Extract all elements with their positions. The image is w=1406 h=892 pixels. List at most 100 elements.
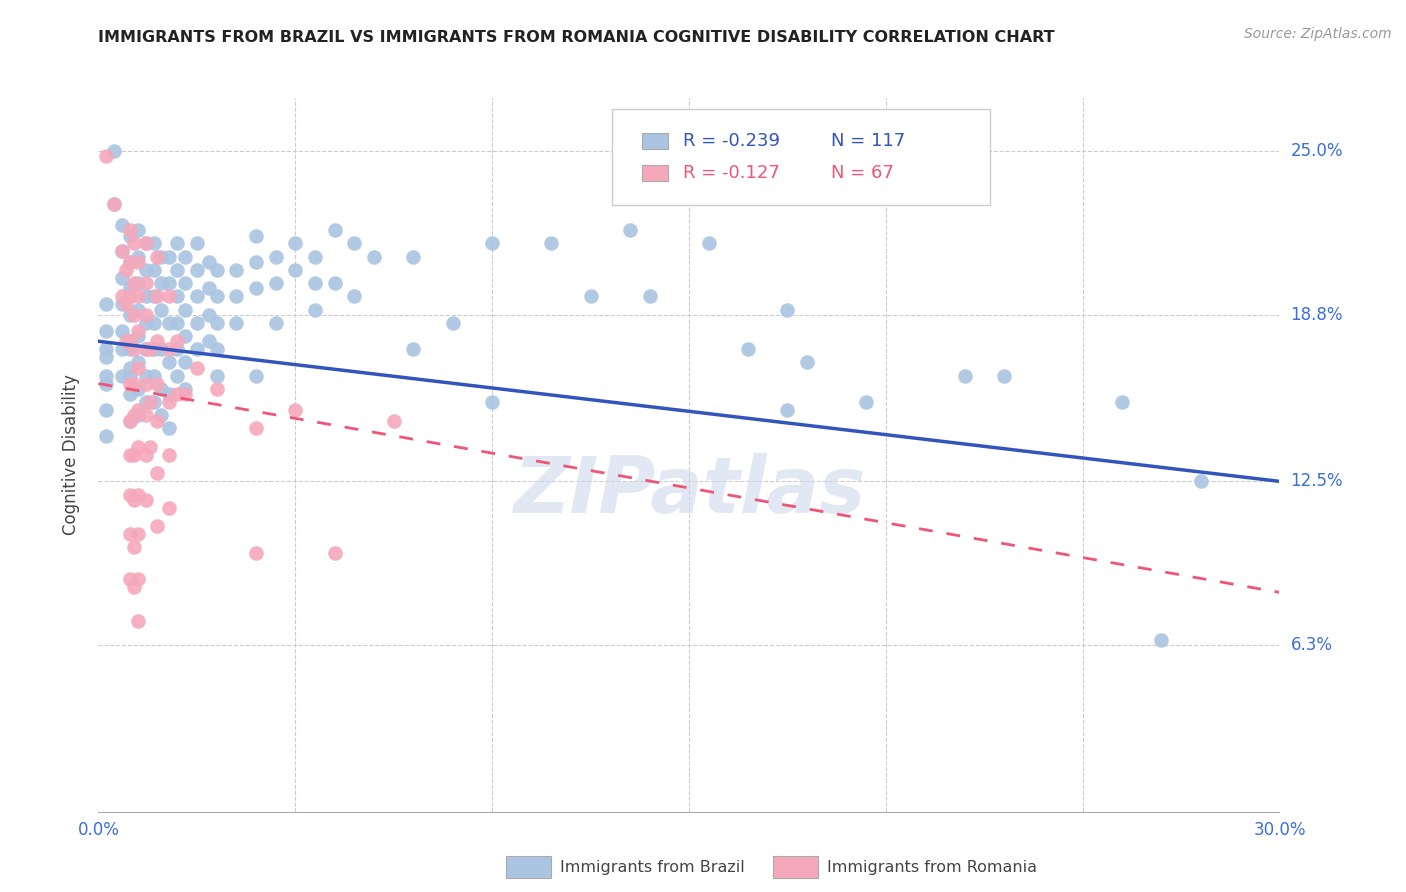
Point	[96, 403, 118, 417]
Point	[225, 289, 247, 303]
Point	[205, 368, 228, 383]
Point	[150, 302, 173, 317]
Point	[245, 228, 267, 243]
Point	[205, 289, 228, 303]
Point	[776, 403, 799, 417]
Point	[122, 492, 145, 507]
Point	[142, 368, 165, 383]
Point	[111, 297, 134, 311]
Point	[118, 334, 141, 349]
Point	[142, 236, 165, 251]
Point	[441, 316, 464, 330]
Point	[245, 281, 267, 295]
Point	[135, 409, 157, 423]
Point	[174, 387, 197, 401]
Point	[103, 197, 125, 211]
Point	[697, 236, 720, 251]
Point	[127, 409, 149, 423]
Point	[166, 289, 188, 303]
Point	[186, 236, 208, 251]
Point	[103, 197, 125, 211]
Point	[122, 541, 145, 555]
Point	[197, 308, 219, 322]
Point	[135, 342, 157, 356]
Point	[166, 368, 188, 383]
Point	[323, 276, 346, 290]
Point	[323, 546, 346, 560]
Point	[127, 329, 149, 343]
Point	[138, 440, 160, 454]
FancyBboxPatch shape	[641, 133, 668, 149]
Point	[264, 250, 287, 264]
Point	[96, 368, 118, 383]
Point	[157, 421, 180, 435]
Point	[304, 302, 326, 317]
Point	[127, 360, 149, 375]
Point	[150, 276, 173, 290]
Point	[135, 342, 157, 356]
Point	[135, 376, 157, 391]
Point	[174, 382, 197, 396]
Point	[245, 255, 267, 269]
Point	[118, 572, 141, 586]
Point	[122, 308, 145, 322]
Point	[127, 289, 149, 303]
Point	[118, 360, 141, 375]
Point	[284, 236, 307, 251]
Point	[157, 387, 180, 401]
Point	[118, 387, 141, 401]
Point	[157, 500, 180, 515]
Point	[135, 263, 157, 277]
Point	[96, 429, 118, 443]
Point	[174, 329, 197, 343]
Text: R = -0.239: R = -0.239	[683, 132, 780, 150]
Point	[284, 263, 307, 277]
Point	[146, 413, 169, 427]
Point	[323, 223, 346, 237]
Point	[174, 276, 197, 290]
Point	[111, 324, 134, 338]
Point	[118, 413, 141, 427]
Point	[205, 342, 228, 356]
FancyBboxPatch shape	[641, 165, 668, 181]
Point	[122, 236, 145, 251]
Point	[135, 368, 157, 383]
Point	[363, 250, 385, 264]
FancyBboxPatch shape	[612, 109, 990, 205]
Point	[118, 342, 141, 356]
Point	[197, 281, 219, 295]
Point	[382, 413, 405, 427]
Point	[166, 387, 188, 401]
Point	[186, 289, 208, 303]
Point	[157, 276, 180, 290]
Point	[953, 368, 976, 383]
Point	[127, 572, 149, 586]
Point	[127, 302, 149, 317]
Point	[197, 255, 219, 269]
Point	[157, 355, 180, 369]
Point	[96, 342, 118, 356]
Point	[127, 276, 149, 290]
Point	[225, 316, 247, 330]
Point	[174, 355, 197, 369]
Text: N = 117: N = 117	[831, 132, 905, 150]
Point	[304, 250, 326, 264]
Point	[138, 342, 160, 356]
Point	[225, 263, 247, 277]
Point	[146, 376, 169, 391]
Point	[855, 395, 877, 409]
Point	[638, 289, 661, 303]
Point	[157, 395, 180, 409]
Point	[111, 368, 134, 383]
Point	[343, 289, 366, 303]
Point	[127, 255, 149, 269]
Point	[127, 355, 149, 369]
Point	[127, 403, 149, 417]
Point	[118, 487, 141, 501]
Point	[111, 244, 134, 259]
Point	[111, 244, 134, 259]
Point	[138, 395, 160, 409]
Text: N = 67: N = 67	[831, 164, 894, 182]
Point	[118, 308, 141, 322]
Point	[118, 223, 141, 237]
